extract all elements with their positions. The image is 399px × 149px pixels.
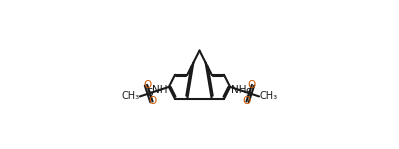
Text: NH: NH (231, 85, 247, 95)
Text: S: S (146, 88, 153, 98)
Text: O: O (143, 80, 151, 90)
Text: O: O (248, 80, 256, 90)
Text: O: O (242, 97, 251, 107)
Text: S: S (246, 88, 253, 98)
Text: NH: NH (152, 85, 168, 95)
Text: CH₃: CH₃ (259, 91, 277, 101)
Text: CH₃: CH₃ (122, 91, 140, 101)
Text: O: O (148, 97, 157, 107)
